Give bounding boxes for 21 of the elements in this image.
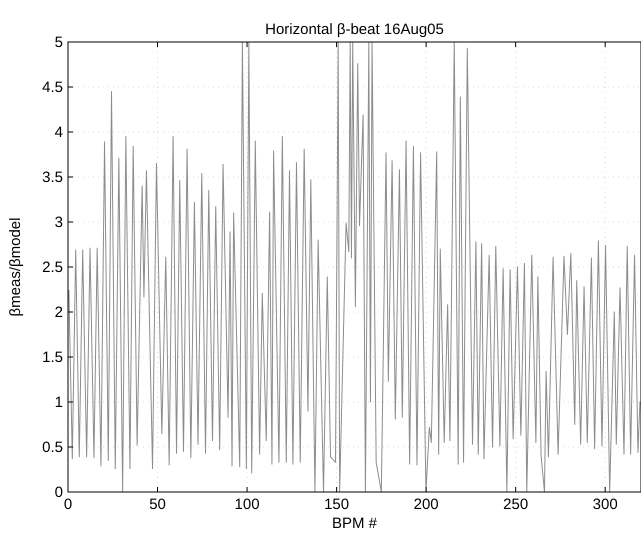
x-tick-label: 250 — [503, 496, 528, 513]
y-tick-label: 0 — [54, 484, 63, 501]
y-tick-label: 4.5 — [42, 79, 63, 96]
y-tick-label: 1.5 — [42, 349, 63, 366]
x-tick-label: 200 — [414, 496, 439, 513]
x-tick-label: 50 — [149, 496, 166, 513]
y-tick-label: 4 — [54, 124, 63, 141]
y-tick-label: 1 — [54, 394, 63, 411]
y-tick-label: 2.5 — [42, 259, 63, 276]
y-tick-label: 5 — [54, 34, 63, 51]
x-tick-label: 150 — [324, 496, 350, 513]
x-tick-label: 300 — [592, 496, 618, 513]
chart-title: Horizontal β-beat 16Aug05 — [265, 21, 444, 38]
y-tick-label: 3.5 — [42, 169, 63, 186]
y-tick-label: 2 — [54, 304, 63, 321]
y-axis-title: βmeas/βmodel — [7, 218, 24, 316]
x-axis-title: BPM # — [332, 515, 378, 532]
y-tick-label: 0.5 — [42, 439, 63, 456]
line-series — [68, 42, 640, 492]
x-tick-label: 100 — [234, 496, 260, 513]
y-tick-label: 3 — [54, 214, 63, 231]
